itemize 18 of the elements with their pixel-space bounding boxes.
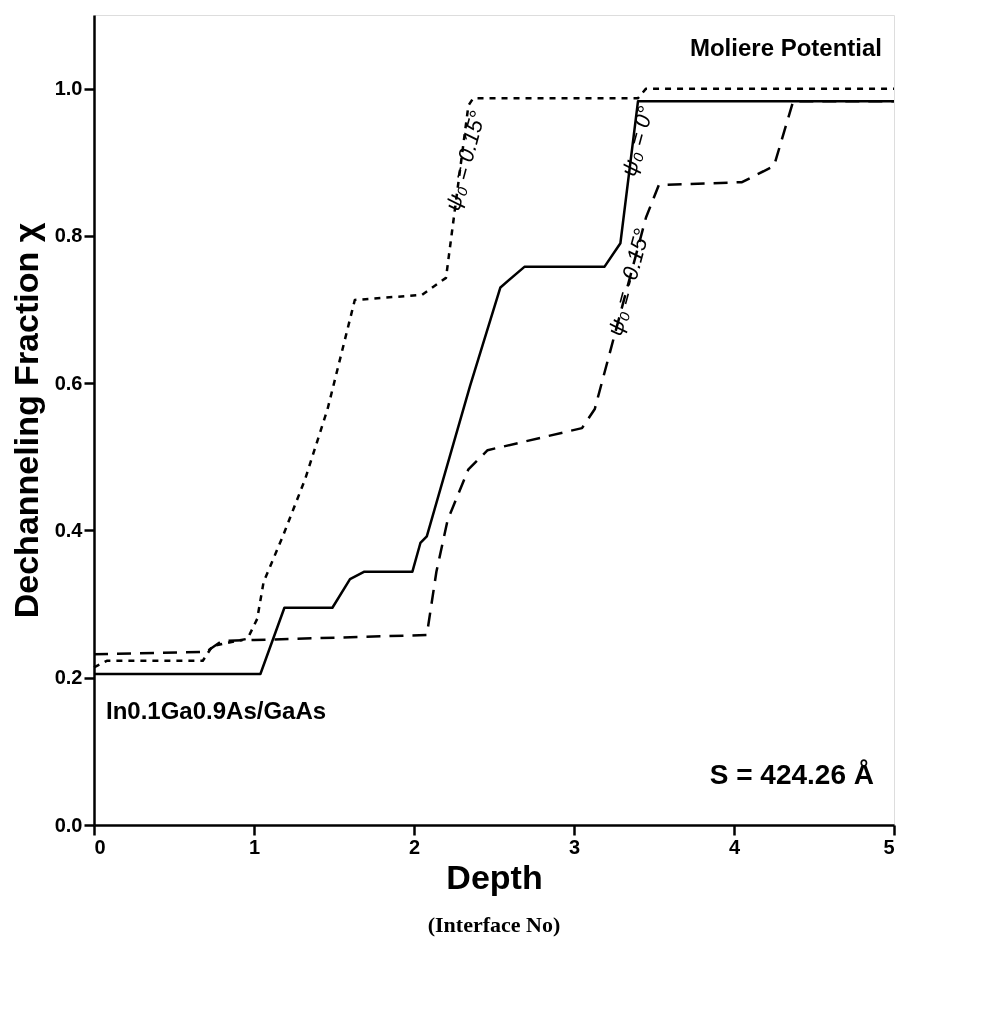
text: (Interface No)	[427, 912, 561, 937]
x-tick-label: 1	[248, 835, 261, 858]
x-tick-label: 5	[883, 835, 895, 858]
x-tick-label: 0	[94, 835, 106, 858]
annotation: Moliere Potential	[689, 34, 882, 61]
annotation: In0.1Ga0.9As/GaAs	[106, 696, 327, 724]
y-axis-title: Dechanneling Fraction χ	[6, 222, 45, 619]
x-tick-label: 4	[728, 835, 741, 858]
x-tick-label: 2	[408, 835, 421, 858]
annotation: S = 424.26 Å	[709, 759, 874, 791]
x-axis-title: Depth	[446, 857, 543, 896]
y-tick-label: 0.2	[54, 666, 83, 689]
y-tick-label: 0.6	[54, 371, 83, 394]
y-tick-label: 1.0	[54, 77, 83, 100]
y-tick-label: 0.0	[54, 813, 83, 836]
y-tick-label: 0.4	[54, 518, 84, 541]
y-tick-label: 0.8	[54, 224, 83, 247]
x-tick-label: 3	[568, 835, 581, 858]
